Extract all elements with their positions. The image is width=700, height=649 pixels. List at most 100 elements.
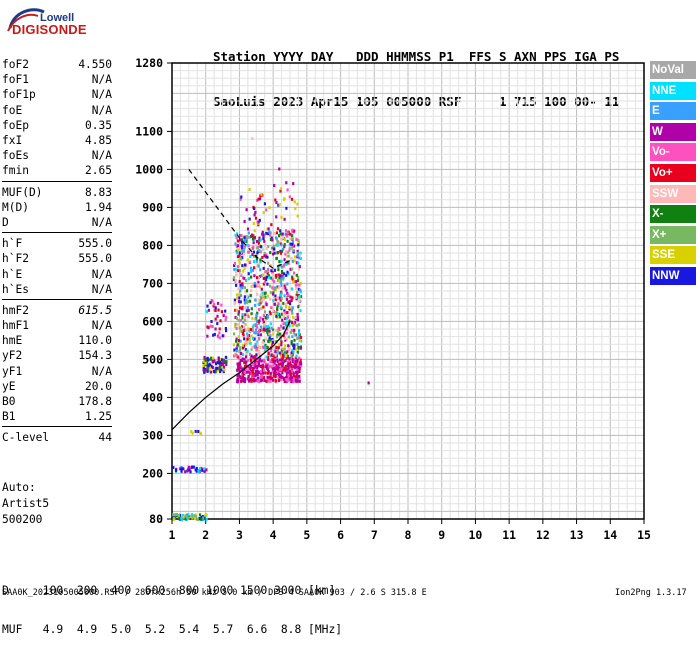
echo-point: [188, 514, 191, 518]
echo-point: [258, 329, 261, 333]
echo-point: [241, 378, 244, 382]
echo-point: [278, 240, 281, 244]
echo-point: [278, 351, 282, 355]
autoscaling-line-3: 500200: [2, 513, 43, 526]
echo-point: [296, 337, 299, 340]
echo-point: [203, 514, 206, 518]
echo-point: [271, 278, 274, 282]
echo-point: [241, 357, 244, 361]
echo-point: [280, 237, 283, 241]
param-row: hmF2 615.5: [2, 303, 112, 318]
echo-point: [283, 377, 286, 380]
echo-point: [276, 251, 279, 255]
echo-point: [241, 375, 245, 379]
echo-point: [265, 355, 268, 359]
echo-point: [279, 264, 282, 267]
param-value: N/A: [91, 364, 112, 378]
echo-point: [287, 347, 291, 351]
echo-point: [212, 304, 215, 308]
echo-point: [293, 358, 296, 362]
echo-point: [194, 513, 197, 517]
echo-point: [280, 362, 283, 366]
echo-point: [256, 325, 259, 329]
echo-point: [249, 372, 252, 376]
echo-point: [254, 317, 257, 321]
echo-point: [256, 311, 259, 315]
echo-point: [273, 372, 276, 376]
param-label: B0: [2, 395, 16, 409]
echo-point: [251, 237, 255, 241]
echo-point: [278, 358, 282, 362]
echo-point: [222, 314, 225, 318]
echo-point: [296, 254, 299, 258]
echo-point: [241, 353, 245, 357]
echo-point: [297, 243, 300, 247]
echo-point: [292, 249, 295, 253]
echo-point: [253, 207, 256, 210]
echo-point: [273, 352, 277, 355]
echo-point: [282, 263, 285, 267]
echo-point: [209, 324, 212, 328]
echo-point: [289, 237, 292, 241]
echo-point: [256, 240, 259, 243]
echo-point: [296, 249, 299, 253]
echo-point: [224, 327, 227, 330]
echo-point: [246, 306, 249, 310]
echo-point: [262, 321, 265, 325]
echo-point: [184, 470, 187, 474]
echo-point: [274, 294, 277, 298]
x-tick-label: 11: [502, 528, 516, 542]
echo-point: [246, 300, 249, 304]
echo-point: [280, 265, 284, 269]
echo-point: [193, 514, 196, 518]
echo-point: [191, 465, 194, 469]
echo-point: [245, 298, 248, 302]
param-row: h`E N/A: [2, 266, 112, 281]
echo-point: [269, 231, 272, 235]
autoscaling-line-1: Auto:: [2, 481, 36, 494]
muf-table-muf-row: MUF 4.9 4.9 5.0 5.2 5.4 5.7 6.6 8.8 [MHz…: [2, 623, 343, 636]
echo-point: [293, 259, 296, 263]
echo-point: [286, 291, 289, 295]
echo-point: [210, 356, 213, 360]
echo-point: [253, 229, 256, 233]
echo-point: [282, 301, 285, 305]
echo-point: [266, 366, 269, 370]
echo-point: [256, 198, 259, 202]
x-tick-label: 3: [236, 528, 243, 542]
echo-point: [260, 287, 263, 291]
echo-point: [269, 322, 272, 326]
echo-point: [285, 356, 288, 360]
echo-point: [280, 360, 283, 364]
echo-point: [205, 468, 208, 472]
echo-point: [248, 217, 251, 221]
echo-point: [264, 347, 267, 351]
param-value: N/A: [91, 88, 112, 102]
param-row: C-level 44: [2, 430, 112, 445]
echo-point: [236, 265, 239, 269]
echo-point: [244, 263, 247, 267]
echo-point: [277, 333, 280, 337]
echo-point: [246, 334, 249, 338]
echo-point: [273, 288, 276, 292]
echo-point: [253, 345, 256, 349]
echo-point: [268, 206, 271, 210]
echo-point: [247, 370, 250, 374]
echo-point: [192, 465, 195, 469]
echo-point: [264, 325, 268, 329]
echo-point: [263, 233, 266, 237]
echo-point: [267, 358, 270, 361]
param-value: N/A: [91, 282, 112, 296]
echo-point: [263, 345, 266, 349]
echo-point: [247, 277, 250, 281]
param-label: h`Es: [2, 282, 29, 296]
echo-point: [271, 377, 274, 380]
echo-point: [273, 251, 276, 255]
param-label: h`F2: [2, 252, 29, 266]
echo-point: [222, 365, 226, 369]
echo-point: [294, 347, 297, 351]
echo-point: [279, 332, 282, 336]
echo-point: [264, 243, 267, 247]
echo-point: [294, 333, 297, 337]
echo-point: [279, 335, 282, 338]
